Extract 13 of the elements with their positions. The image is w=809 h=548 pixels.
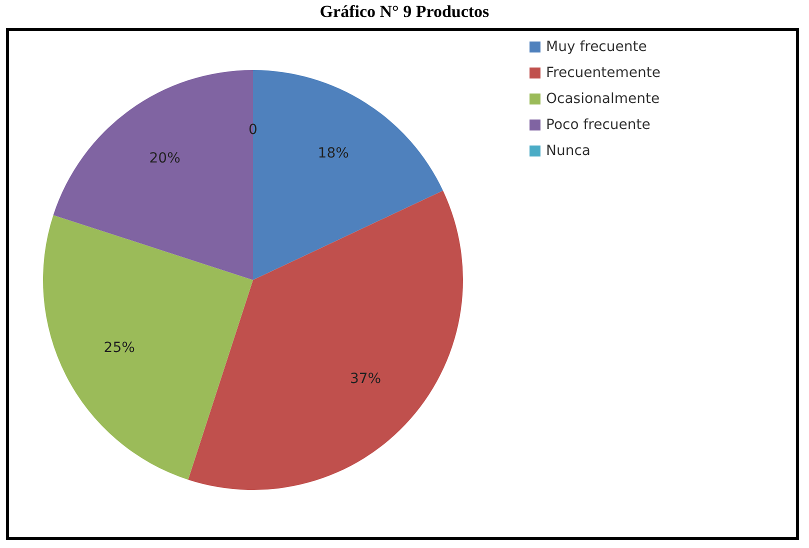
legend-label: Frecuentemente xyxy=(546,65,660,81)
data-label: 20% xyxy=(149,150,180,167)
legend-label: Ocasionalmente xyxy=(546,91,660,107)
chart-title: Gráfico N° 9 Productos xyxy=(318,1,490,23)
text: 0 xyxy=(248,122,258,138)
legend-label: Poco frecuente xyxy=(546,117,650,133)
legend-label: Muy frecuente xyxy=(546,39,647,55)
data-label: 18% xyxy=(318,145,349,162)
legend-label: Nunca xyxy=(546,143,590,159)
data-label: 25% xyxy=(104,340,135,356)
pie-slice xyxy=(188,190,463,490)
data-label: 37% xyxy=(350,371,382,388)
pie-slice xyxy=(43,215,253,480)
